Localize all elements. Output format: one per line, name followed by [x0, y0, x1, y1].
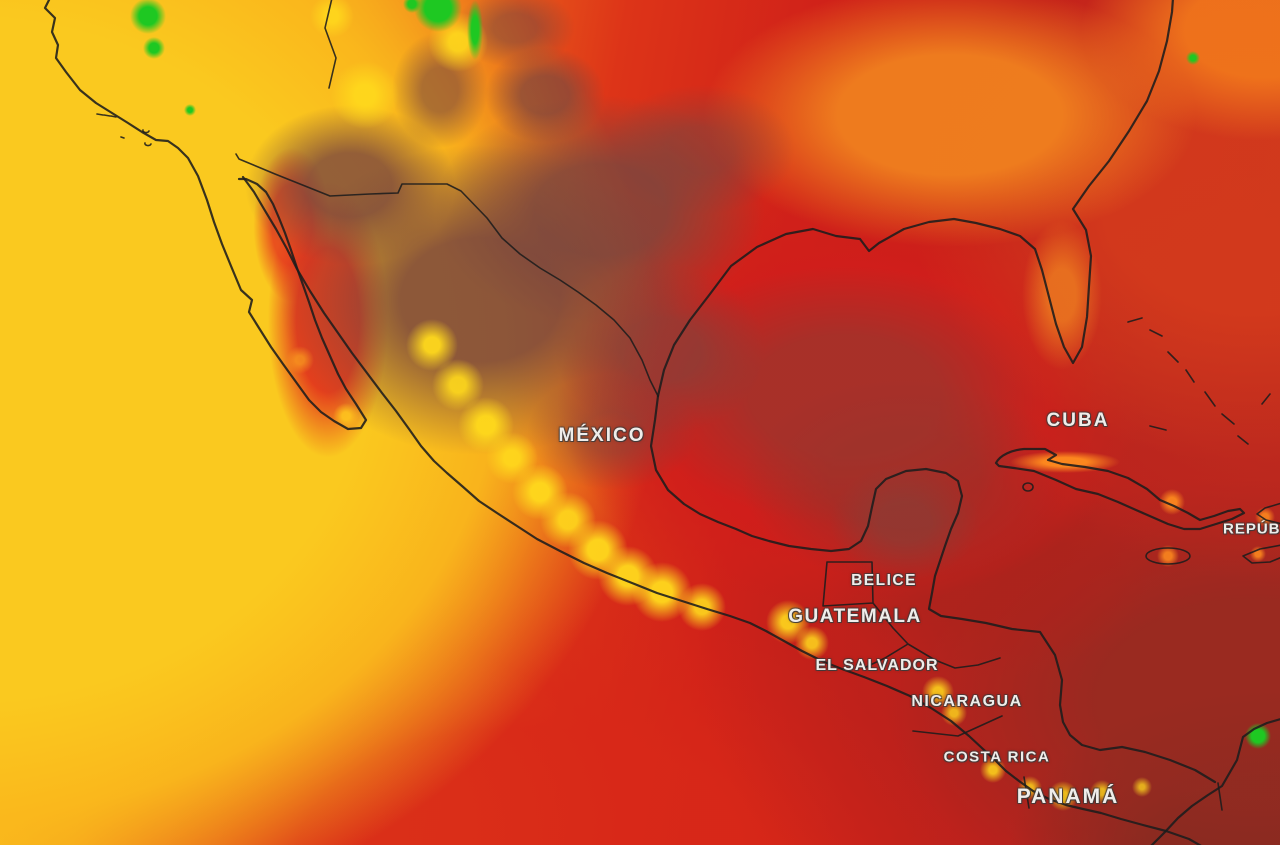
map-label-nicaragua: NICARAGUA [911, 693, 1023, 710]
island-hispaniola-north [1256, 502, 1280, 525]
coastline-gulf-us-atlantic [656, 0, 1174, 398]
map-label-republica-dominicana: REPÚB [1223, 520, 1280, 538]
coastline-gulf-yucatan-caribbean [649, 394, 1217, 784]
border-california-arizona [324, 0, 337, 89]
border-us-mexico [235, 153, 659, 397]
island-hispaniola-south [1242, 544, 1280, 564]
island-jamaica [1145, 547, 1191, 565]
islands-bahamas [1127, 317, 1271, 445]
map-label-mexico: MÉXICO [558, 425, 646, 446]
map-label-guatemala: GUATEMALA [788, 606, 922, 627]
map-label-belice: BELICE [851, 572, 917, 589]
map-label-costa-rica: COSTA RICA [943, 748, 1051, 766]
map-label-el-salvador: EL SALVADOR [815, 657, 939, 674]
borders-central-america [822, 561, 1223, 811]
coastline-cuba [994, 447, 1246, 531]
map-label-cuba: CUBA [1046, 410, 1110, 431]
coastline-mexico-pacific [241, 175, 1202, 845]
map-label-panama: PANAMÁ [1016, 785, 1120, 808]
islands-channel [96, 113, 152, 147]
coastline-south-america [1150, 718, 1280, 845]
coastline-pacific-baja [43, 0, 368, 431]
island-isla-juventud [1022, 482, 1034, 492]
